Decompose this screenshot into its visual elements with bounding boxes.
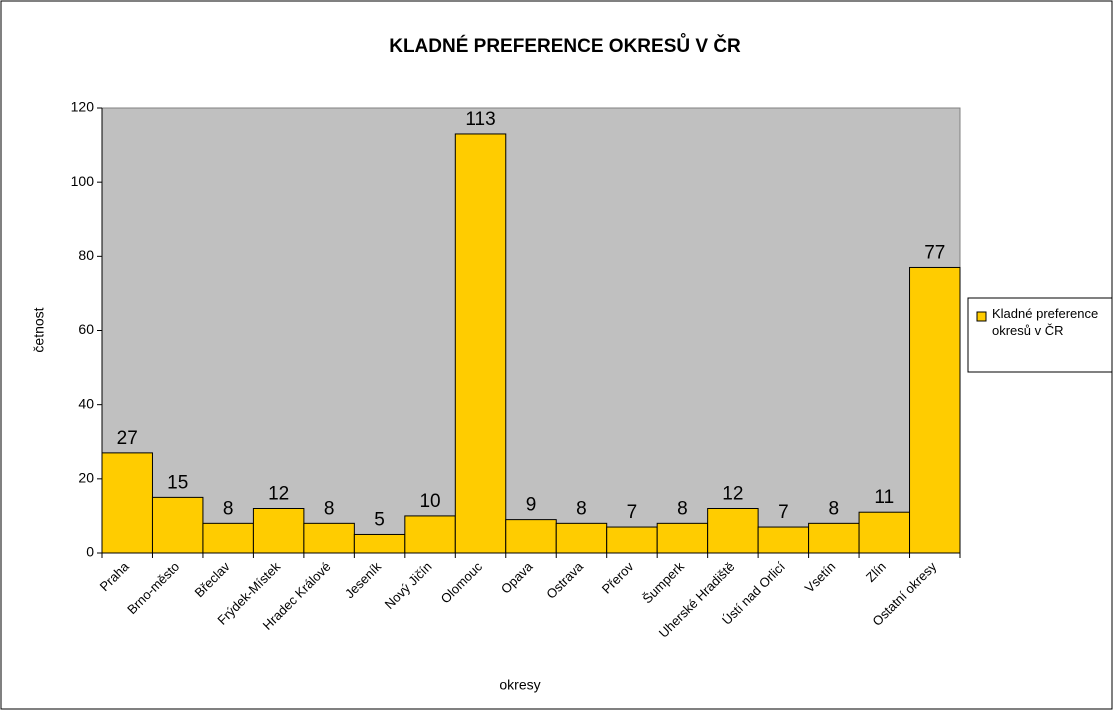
- value-label: 10: [419, 491, 440, 512]
- legend-swatch: [976, 311, 987, 322]
- y-tick-label: 80: [78, 247, 94, 263]
- plot-area: [101, 107, 961, 554]
- bar: [353, 533, 406, 554]
- value-label: 12: [722, 484, 743, 505]
- value-label: 8: [223, 498, 234, 519]
- value-label: 12: [268, 484, 289, 505]
- value-label: 8: [576, 498, 587, 519]
- y-axis-label: četnost: [31, 307, 47, 352]
- value-label: 15: [167, 472, 188, 493]
- value-label: 7: [627, 502, 638, 523]
- value-label: 5: [374, 509, 385, 530]
- value-label: 9: [526, 495, 537, 516]
- value-label: 11: [874, 487, 894, 508]
- value-label: 113: [465, 109, 495, 130]
- y-tick-label: 40: [78, 395, 94, 411]
- value-label: 7: [778, 502, 789, 523]
- y-tick-label: 60: [78, 321, 94, 337]
- x-axis-label: okresy: [499, 677, 540, 693]
- legend-box: [967, 297, 1113, 373]
- value-label: 27: [117, 428, 138, 449]
- y-tick-label: 0: [86, 544, 94, 560]
- bar: [808, 522, 860, 554]
- value-label: 8: [677, 498, 688, 519]
- y-tick-label: 100: [71, 173, 95, 189]
- bar: [909, 266, 961, 554]
- bar: [202, 522, 254, 554]
- bar: [858, 511, 911, 554]
- bar: [101, 452, 153, 554]
- value-label: 77: [924, 242, 945, 263]
- bar: [505, 519, 557, 554]
- bar: [252, 508, 305, 554]
- bar: [555, 522, 608, 554]
- bar: [707, 508, 759, 554]
- bar: [656, 522, 709, 554]
- bar: [757, 526, 810, 554]
- bar: [151, 496, 204, 554]
- chart-title: KLADNÉ PREFERENCE OKRESŮ V ČR: [389, 34, 741, 57]
- legend-label: Kladné preference okresů v ČR: [992, 306, 1099, 338]
- bar: [404, 515, 456, 554]
- y-tick-label: 120: [71, 99, 95, 115]
- value-label: 8: [829, 498, 840, 519]
- value-label: 8: [324, 498, 335, 519]
- legend-text: Kladné preference okresů v ČR: [992, 306, 1099, 338]
- bar: [303, 522, 355, 554]
- y-tick-label: 20: [78, 470, 94, 486]
- bar: [606, 526, 658, 554]
- bar: [454, 133, 507, 554]
